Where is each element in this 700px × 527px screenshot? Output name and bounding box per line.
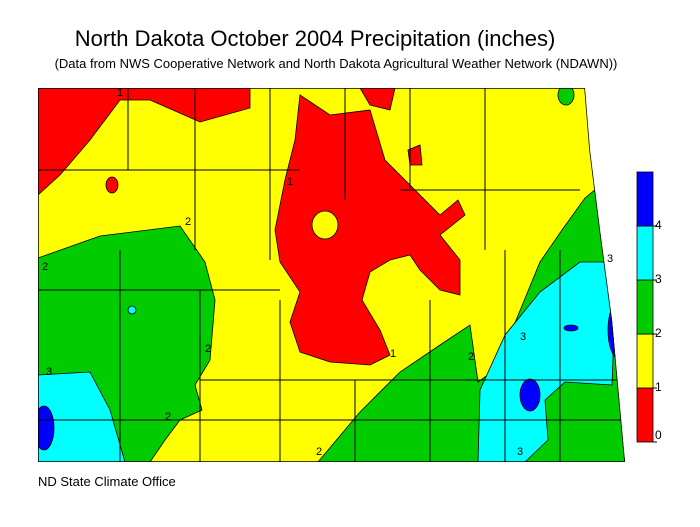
legend-swatch xyxy=(636,387,654,443)
contour-label: 3 xyxy=(607,253,613,265)
contour-label: 2 xyxy=(42,261,48,273)
contour-label: 1 xyxy=(287,176,293,188)
legend-tick-label: 4 xyxy=(655,218,662,232)
title: North Dakota October 2004 Precipitation … xyxy=(75,26,556,51)
legend-swatch xyxy=(636,333,654,389)
legend-tick-label: 0 xyxy=(655,428,662,442)
legend-swatch xyxy=(636,279,654,335)
contour-label: 2 xyxy=(316,446,322,458)
legend-tick-label: 1 xyxy=(655,380,662,394)
subtitle: (Data from NWS Cooperative Network and N… xyxy=(55,56,618,71)
legend-swatch xyxy=(636,225,654,281)
contour-label: 3 xyxy=(46,366,52,378)
contour-label: 1 xyxy=(117,87,123,99)
legend-swatch xyxy=(636,171,654,227)
contour-label: 2 xyxy=(165,411,171,423)
contour-label: 3 xyxy=(520,331,526,343)
legend-tick-label: 2 xyxy=(655,326,662,340)
legend-tick-label: 3 xyxy=(655,272,662,286)
contour-label: 2 xyxy=(185,216,191,228)
contour-label: 1 xyxy=(390,348,396,360)
legend: 0 1 2 3 4 xyxy=(636,171,662,443)
contour-label: 2 xyxy=(468,351,474,363)
contour-label: 2 xyxy=(205,343,211,355)
contour-label: 3 xyxy=(517,446,523,458)
footer: ND State Climate Office xyxy=(38,474,176,489)
precip-map xyxy=(38,88,625,462)
